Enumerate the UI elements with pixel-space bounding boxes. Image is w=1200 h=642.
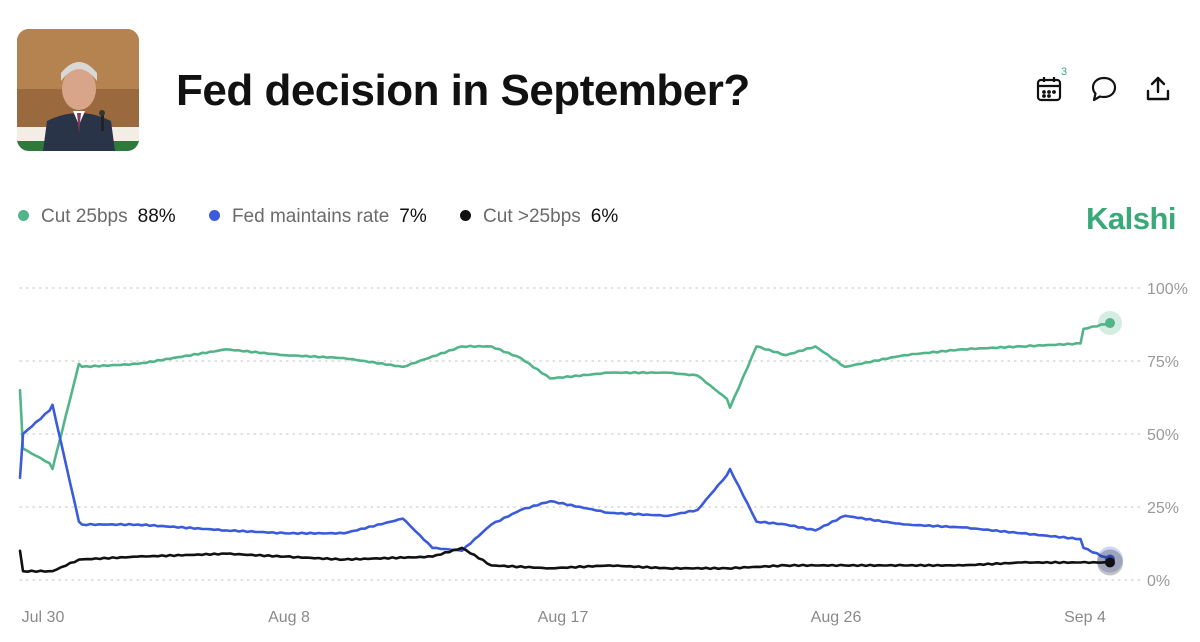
legend-value: 88% [137,206,176,227]
legend-label: Cut >25bps [483,206,581,227]
share-icon[interactable] [1143,74,1173,104]
y-tick-label: 75% [1147,354,1179,371]
series-end-dot [1105,557,1115,568]
y-tick-label: 0% [1147,573,1170,590]
x-tick-label: Sep 4 [1064,609,1106,626]
series-line [18,546,1112,574]
x-tick-label: Aug 26 [811,609,862,626]
comment-icon[interactable] [1089,74,1119,104]
series-end-dot [1105,318,1115,329]
legend-label: Cut 25bps [41,206,128,227]
y-tick-label: 100% [1147,281,1188,298]
x-tick-label: Jul 30 [22,609,65,626]
legend-item[interactable]: Cut >25bps 6% [460,206,618,228]
series-line [18,321,1112,471]
y-tick-label: 25% [1147,500,1179,517]
x-tick-label: Aug 17 [538,609,589,626]
action-bar [1034,74,1174,106]
legend-item[interactable]: Cut 25bps 88% [18,206,176,228]
x-tick-label: Aug 8 [268,609,310,626]
legend-value: 6% [590,206,619,227]
line-chart: 100% 75% 50% 25% 0% Jul 30 Aug 8 Aug 17 Aug 26 Se… [18,281,1188,626]
calendar-icon[interactable] [1034,74,1064,104]
legend-dot [460,210,472,221]
y-tick-label: 50% [1147,427,1179,444]
legend-dot [208,210,220,221]
legend-item[interactable]: Fed maintains rate 7% [208,206,427,228]
legend-dot [18,210,29,221]
series-line [18,403,1112,561]
calendar-badge: 3 [1061,66,1068,78]
legend-label: Fed maintains rate [231,206,390,227]
page-title: Fed decision in September? [176,66,750,115]
market-thumbnail [17,29,139,151]
legend-value: 7% [399,206,427,227]
chart-legend: Cut 25bps 88% Fed maintains rate 7% Cut >2… [18,206,646,228]
kalshi-logo: Kalshi [1086,201,1177,236]
